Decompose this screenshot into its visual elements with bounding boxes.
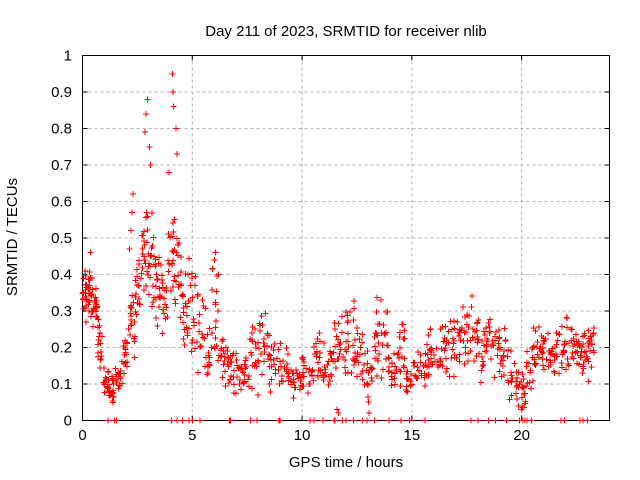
y-tick-label: 0 — [64, 413, 72, 430]
series-SRMTID — [79, 71, 597, 424]
y-tick-label: 0.4 — [51, 267, 72, 284]
y-tick-labels: 0 0.1 0.2 0.3 0.4 0.5 0.6 0.7 0.8 0.9 1 — [51, 48, 72, 430]
y-tick-label: 1 — [64, 48, 72, 65]
y-tick-label: 0.5 — [51, 230, 72, 247]
x-tick-labels: 0 5 10 15 20 — [78, 427, 530, 444]
x-tick-label: 5 — [188, 427, 196, 444]
x-tick-label: 10 — [294, 427, 311, 444]
y-axis-label: SRMTID / TECUs — [4, 178, 21, 296]
y-tick-label: 0.8 — [51, 121, 72, 138]
y-tick-label: 0.2 — [51, 340, 72, 357]
data-points — [79, 71, 597, 424]
x-tick-label: 20 — [513, 427, 530, 444]
x-tick-label: 0 — [78, 427, 86, 444]
gridlines — [82, 55, 610, 421]
y-tick-label: 0.9 — [51, 84, 72, 101]
y-tick-label: 0.3 — [51, 303, 72, 320]
x-axis-label: GPS time / hours — [289, 454, 403, 471]
y-tick-label: 0.7 — [51, 157, 72, 174]
y-tick-label: 0.6 — [51, 194, 72, 211]
y-tick-label: 0.1 — [51, 376, 72, 393]
x-tick-label: 15 — [404, 427, 421, 444]
chart-title: Day 211 of 2023, SRMTID for receiver nli… — [205, 23, 487, 40]
